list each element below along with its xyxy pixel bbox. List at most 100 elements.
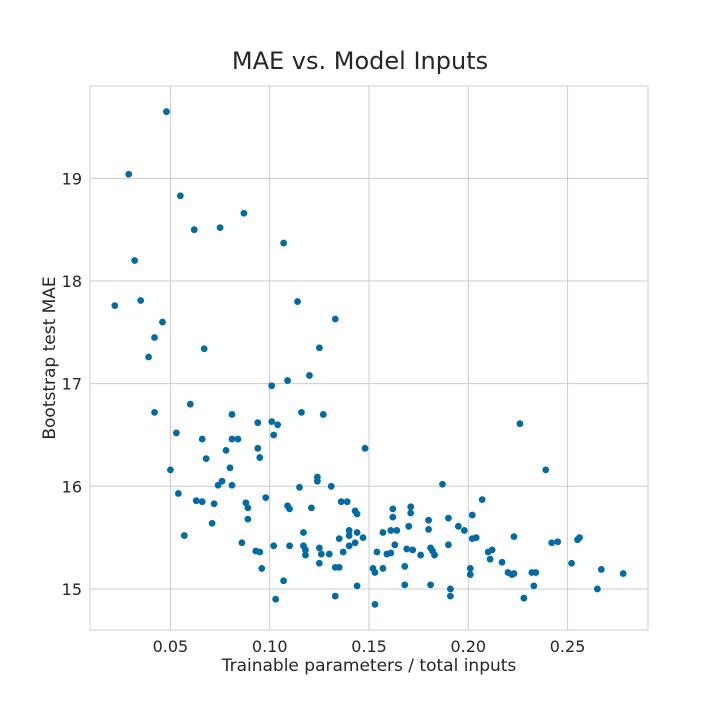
y-tick-label: 18 — [62, 272, 82, 291]
y-tick-labels: 15 16 17 18 19 — [62, 169, 82, 599]
scatter-point — [331, 592, 339, 600]
scatter-point — [240, 209, 248, 217]
scatter-point — [447, 592, 454, 600]
scatter-point — [244, 515, 252, 523]
data-points — [111, 108, 627, 608]
scatter-point — [389, 505, 397, 513]
x-axis-label: Trainable parameters / total inputs — [221, 656, 517, 676]
scatter-point — [319, 411, 327, 418]
y-tick-label: 19 — [62, 169, 82, 188]
scatter-point — [468, 511, 476, 519]
scatter-point — [151, 334, 158, 341]
scatter-point — [335, 535, 343, 543]
scatter-point — [417, 551, 425, 559]
scatter-point — [466, 571, 474, 578]
scatter-point — [200, 345, 208, 353]
scatter-point — [619, 570, 627, 577]
scatter-point — [373, 548, 381, 556]
scatter-point — [294, 298, 301, 305]
scatter-point — [361, 444, 369, 452]
scatter-point — [335, 563, 343, 571]
scatter-point — [393, 527, 401, 534]
scatter-point — [111, 302, 119, 310]
y-axis-label: Bootstrap test MAE — [40, 276, 60, 439]
scatter-point — [190, 226, 198, 234]
scatter-point — [445, 514, 452, 522]
y-tick-label: 16 — [62, 477, 82, 496]
scatter-point — [317, 550, 325, 558]
scatter-point — [478, 496, 486, 504]
scatter-point — [242, 499, 250, 507]
scatter-point — [325, 550, 333, 558]
scatter-point — [460, 527, 468, 534]
scatter-point — [371, 600, 379, 608]
scatter-point — [137, 297, 145, 304]
scatter-point — [151, 409, 158, 416]
scatter-point — [445, 541, 452, 549]
scatter-point — [254, 419, 262, 427]
scatter-point — [254, 444, 262, 452]
scatter-point — [270, 431, 278, 439]
scatter-point — [145, 353, 152, 361]
scatter-point — [486, 555, 494, 563]
scatter-point — [407, 503, 415, 511]
x-tick-label: 0.15 — [351, 637, 387, 656]
scatter-point — [280, 239, 288, 247]
scatter-point — [353, 529, 361, 536]
scatter-point — [542, 466, 550, 474]
scatter-point — [208, 519, 216, 527]
scatter-point — [339, 548, 347, 556]
scatter-point — [228, 435, 236, 443]
scatter-point — [186, 400, 194, 408]
scatter-point — [306, 372, 313, 379]
scatter-point — [256, 454, 264, 461]
scatter-point — [308, 504, 315, 512]
scatter-point — [272, 595, 280, 603]
scatter-point — [274, 421, 282, 429]
scatter-point — [425, 516, 432, 524]
scatter-point — [337, 498, 345, 506]
scatter-point — [371, 569, 379, 576]
scatter-point — [222, 446, 230, 454]
scatter-point — [244, 504, 252, 512]
scatter-point — [405, 522, 413, 530]
scatter-point — [256, 548, 264, 556]
scatter-point — [159, 318, 166, 326]
scatter-point — [258, 565, 266, 572]
scatter-point — [228, 481, 236, 489]
scatter-point — [300, 529, 307, 536]
scatter-point — [387, 549, 395, 557]
scatter-point — [234, 435, 242, 443]
scatter-point — [359, 534, 367, 542]
scatter-point — [530, 582, 538, 590]
scatter-point — [238, 539, 246, 547]
scatter-point — [167, 466, 174, 474]
scatter-point — [174, 490, 182, 497]
scatter-point — [391, 541, 399, 549]
scatter-point — [286, 542, 293, 550]
scatter-point — [510, 570, 518, 577]
scatter-point — [379, 565, 387, 572]
chart-title: MAE vs. Model Inputs — [232, 47, 488, 75]
scatter-point — [262, 494, 270, 501]
scatter-point — [387, 527, 395, 534]
scatter-point — [286, 505, 293, 513]
scatter-point — [315, 344, 323, 352]
grid-lines — [90, 86, 648, 630]
scatter-point — [198, 498, 206, 506]
scatter-point — [331, 315, 339, 323]
scatter-point — [131, 257, 139, 264]
scatter-point — [327, 482, 335, 490]
scatter-point — [353, 510, 361, 518]
scatter-point — [488, 546, 496, 554]
scatter-point — [353, 582, 361, 590]
scatter-point — [576, 534, 583, 542]
scatter-point — [466, 565, 474, 572]
scatter-point — [345, 542, 353, 550]
scatter-point — [228, 411, 236, 418]
scatter-point — [192, 497, 200, 505]
scatter-point — [302, 546, 309, 554]
scatter-point — [454, 522, 462, 530]
scatter-point — [516, 420, 524, 428]
